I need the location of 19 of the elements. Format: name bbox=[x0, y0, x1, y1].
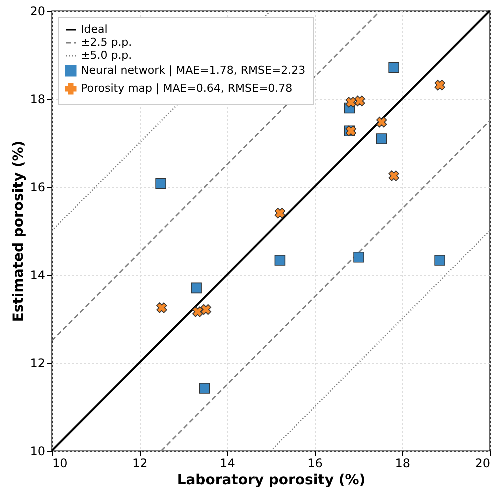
x-tick-label: 20 bbox=[475, 456, 490, 470]
x-tick-label: 10 bbox=[52, 456, 68, 470]
x-tick-label: 14 bbox=[220, 456, 236, 470]
x-tick-label: 16 bbox=[308, 456, 323, 470]
x-tick-label: 18 bbox=[395, 456, 411, 470]
legend-label: Ideal bbox=[81, 23, 108, 36]
x-axis-title: Laboratory porosity (%) bbox=[177, 472, 366, 488]
y-axis-title: Estimated porosity (%) bbox=[11, 140, 28, 322]
y-tick-label: 16 bbox=[30, 180, 46, 194]
y-tick-label: 14 bbox=[30, 268, 46, 282]
y-tick-label: 10 bbox=[30, 444, 46, 458]
y-tick-label: 20 bbox=[30, 4, 46, 18]
legend-label: Porosity map | MAE=0.64, RMSE=0.78 bbox=[81, 82, 293, 95]
y-tick-label: 12 bbox=[30, 356, 46, 370]
legend-label: ±5.0 p.p. bbox=[81, 49, 132, 62]
legend-label: ±2.5 p.p. bbox=[81, 36, 132, 49]
y-tick-label: 18 bbox=[30, 92, 46, 106]
legend-label: Neural network | MAE=1.78, RMSE=2.23 bbox=[81, 64, 306, 77]
x-tick-label: 12 bbox=[132, 456, 148, 470]
